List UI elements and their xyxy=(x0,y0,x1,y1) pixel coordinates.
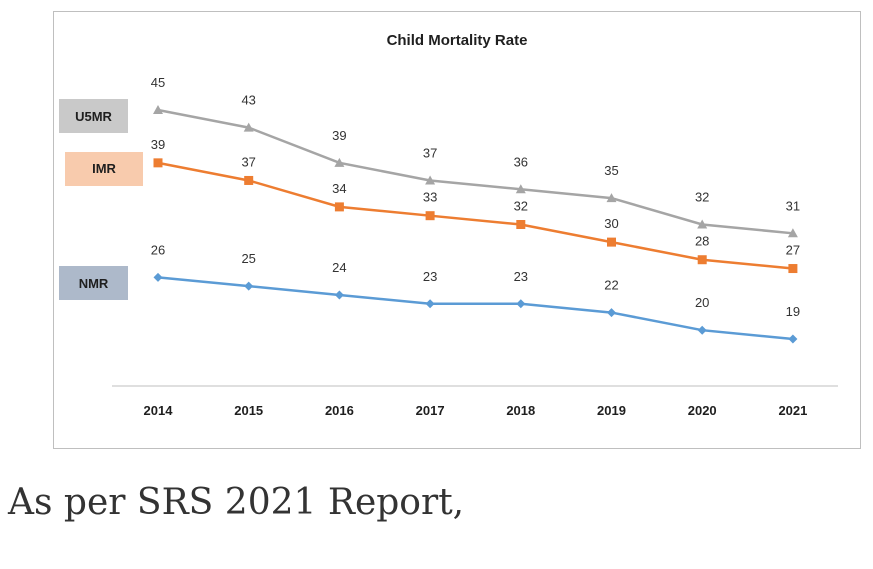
data-label: 19 xyxy=(786,304,800,319)
series-tag-nmr: NMR xyxy=(59,266,128,301)
data-label: 34 xyxy=(332,181,346,196)
data-label: 23 xyxy=(423,269,437,284)
data-label: 35 xyxy=(604,163,618,178)
x-tick-label: 2018 xyxy=(506,403,535,418)
x-tick-label: 2021 xyxy=(778,403,807,418)
data-label: 25 xyxy=(241,251,255,266)
data-point-marker xyxy=(606,193,617,203)
series-line-u5mr xyxy=(157,108,794,235)
data-point-marker xyxy=(243,122,254,132)
data-point-marker xyxy=(153,105,163,114)
data-point-marker xyxy=(697,219,708,229)
data-label: 39 xyxy=(332,128,346,143)
series-tag-u5mr: U5MR xyxy=(59,99,128,133)
series-tag-imr: IMR xyxy=(65,151,143,186)
chart-title: Child Mortality Rate xyxy=(387,32,528,49)
data-label: 24 xyxy=(332,260,346,275)
data-point-marker xyxy=(334,202,344,212)
data-label: 32 xyxy=(695,190,709,205)
x-tick-label: 2015 xyxy=(234,403,263,418)
series-line-imr xyxy=(157,161,794,270)
data-label: 26 xyxy=(151,242,165,257)
data-label: 33 xyxy=(423,190,437,205)
data-label: 37 xyxy=(423,145,437,160)
data-label: 37 xyxy=(241,154,255,169)
x-tick-label: 2017 xyxy=(416,403,445,418)
x-tick-label: 2014 xyxy=(144,403,174,418)
data-label: 32 xyxy=(514,199,528,214)
data-point-marker xyxy=(607,237,616,247)
data-point-marker xyxy=(607,308,616,318)
data-label: 39 xyxy=(151,137,165,152)
data-point-marker xyxy=(516,220,526,229)
data-label: 28 xyxy=(695,234,709,249)
data-point-marker xyxy=(425,299,435,309)
data-point-marker xyxy=(425,175,436,185)
data-label: 43 xyxy=(241,93,255,108)
data-label: 31 xyxy=(786,198,800,213)
chart-canvas: Child Mortality Rate 2014 2015 2016 2017 201… xyxy=(112,32,838,418)
data-point-marker xyxy=(697,255,707,265)
data-point-marker xyxy=(153,272,163,282)
data-point-marker xyxy=(425,211,435,221)
data-point-marker xyxy=(788,264,798,274)
data-point-marker xyxy=(515,184,526,194)
data-label: 20 xyxy=(695,295,709,310)
data-point-marker xyxy=(788,334,798,344)
data-label: 23 xyxy=(514,269,528,284)
data-point-marker xyxy=(244,175,254,185)
data-label: 45 xyxy=(151,75,165,90)
data-point-marker xyxy=(244,281,254,291)
series-line-nmr xyxy=(157,276,794,341)
data-point-marker xyxy=(334,157,345,167)
data-point-marker xyxy=(697,325,707,335)
caption-text: As per SRS 2021 Report, xyxy=(8,482,465,523)
x-tick-label: 2016 xyxy=(325,403,354,418)
data-label: 30 xyxy=(604,216,618,231)
data-label: 36 xyxy=(514,154,528,169)
data-point-marker xyxy=(153,158,163,168)
data-point-marker xyxy=(787,228,798,238)
chart-frame: Child Mortality Rate 2014 2015 2016 2017 201… xyxy=(53,11,861,449)
data-label: 22 xyxy=(604,278,618,293)
x-tick-label: 2019 xyxy=(597,403,626,418)
x-tick-label: 2020 xyxy=(688,403,717,418)
data-point-marker xyxy=(334,290,344,300)
data-point-marker xyxy=(516,299,526,309)
data-label: 27 xyxy=(786,243,800,258)
